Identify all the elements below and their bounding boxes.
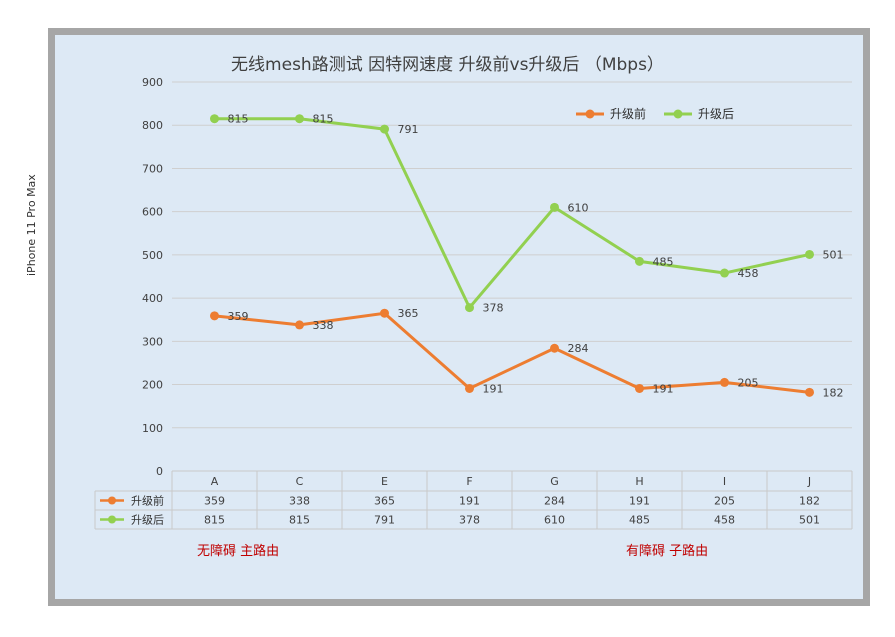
data-point xyxy=(720,268,729,278)
x-category-label: C xyxy=(296,475,304,488)
table-cell-value: 359 xyxy=(204,495,225,508)
data-label: 284 xyxy=(568,342,589,355)
chart-title: 无线mesh路测试 因特网速度 升级前vs升级后 （Mbps） xyxy=(231,55,664,75)
legend-label: 升级后 xyxy=(698,107,734,121)
data-point xyxy=(805,387,814,397)
data-label: 182 xyxy=(823,386,844,399)
x-category-label: F xyxy=(466,475,472,488)
table-cell-value: 378 xyxy=(459,514,480,527)
y-tick-label: 600 xyxy=(142,206,163,219)
table-cell-value: 791 xyxy=(374,514,395,527)
legend-marker xyxy=(673,109,683,119)
data-point xyxy=(380,308,389,318)
table-legend-marker xyxy=(108,496,116,505)
data-point xyxy=(210,114,219,124)
data-label: 191 xyxy=(483,382,504,395)
data-label: 791 xyxy=(398,123,419,136)
data-label: 191 xyxy=(653,382,674,395)
y-tick-label: 800 xyxy=(142,119,163,132)
series-line xyxy=(213,311,811,394)
table-cell-value: 485 xyxy=(629,514,650,527)
y-tick-label: 400 xyxy=(142,292,163,305)
data-point xyxy=(635,383,644,393)
y-tick-label: 700 xyxy=(142,162,163,175)
table-cell-value: 501 xyxy=(799,514,820,527)
y-tick-label: 300 xyxy=(142,335,163,348)
y-tick-label: 500 xyxy=(142,249,163,262)
table-cell-value: 284 xyxy=(544,495,565,508)
x-category-label: E xyxy=(381,475,388,488)
x-category-label: I xyxy=(723,475,726,488)
data-label: 815 xyxy=(228,113,249,126)
data-label: 205 xyxy=(738,376,759,389)
data-point xyxy=(380,124,389,134)
x-category-label: J xyxy=(807,475,811,488)
series-line xyxy=(213,117,811,310)
table-cell-value: 191 xyxy=(629,495,650,508)
y-tick-label: 100 xyxy=(142,422,163,435)
data-point xyxy=(465,303,474,313)
chart-panel xyxy=(55,35,863,599)
data-point xyxy=(635,256,644,266)
table-cell-value: 610 xyxy=(544,514,565,527)
table-series-name: 升级前 xyxy=(131,494,164,508)
data-point xyxy=(550,202,559,212)
data-point xyxy=(720,377,729,387)
data-label: 610 xyxy=(568,201,589,214)
x-category-label: A xyxy=(211,475,219,488)
data-point xyxy=(295,320,304,330)
data-point xyxy=(550,343,559,353)
table-cell-value: 458 xyxy=(714,514,735,527)
table-cell-value: 205 xyxy=(714,495,735,508)
data-point xyxy=(805,249,814,259)
data-label: 815 xyxy=(313,113,334,126)
data-label: 365 xyxy=(398,307,419,320)
data-label: 378 xyxy=(483,302,504,315)
table-cell-value: 815 xyxy=(204,514,225,527)
data-point xyxy=(295,114,304,124)
y-tick-label: 0 xyxy=(156,465,163,478)
right-note: 有障碍 子路由 xyxy=(626,544,709,559)
legend-label: 升级前 xyxy=(610,106,646,121)
left-note: 无障碍 主路由 xyxy=(197,544,280,559)
data-point xyxy=(210,311,219,321)
legend-marker xyxy=(585,109,595,119)
table-cell-value: 815 xyxy=(289,514,310,527)
data-label: 359 xyxy=(228,310,249,323)
table-series-name: 升级后 xyxy=(131,514,164,527)
data-point xyxy=(465,383,474,393)
x-category-label: H xyxy=(635,475,643,488)
data-label: 338 xyxy=(313,319,334,332)
table-legend-marker xyxy=(108,515,116,524)
table-cell-value: 191 xyxy=(459,495,480,508)
data-label: 458 xyxy=(738,267,759,280)
x-category-label: G xyxy=(550,475,559,488)
data-label: 485 xyxy=(653,255,674,268)
table-cell-value: 338 xyxy=(289,495,310,508)
table-cell-value: 182 xyxy=(799,495,820,508)
y-tick-label: 200 xyxy=(142,379,163,392)
data-label: 501 xyxy=(823,248,844,261)
y-tick-label: 900 xyxy=(142,76,163,89)
table-cell-value: 365 xyxy=(374,495,395,508)
